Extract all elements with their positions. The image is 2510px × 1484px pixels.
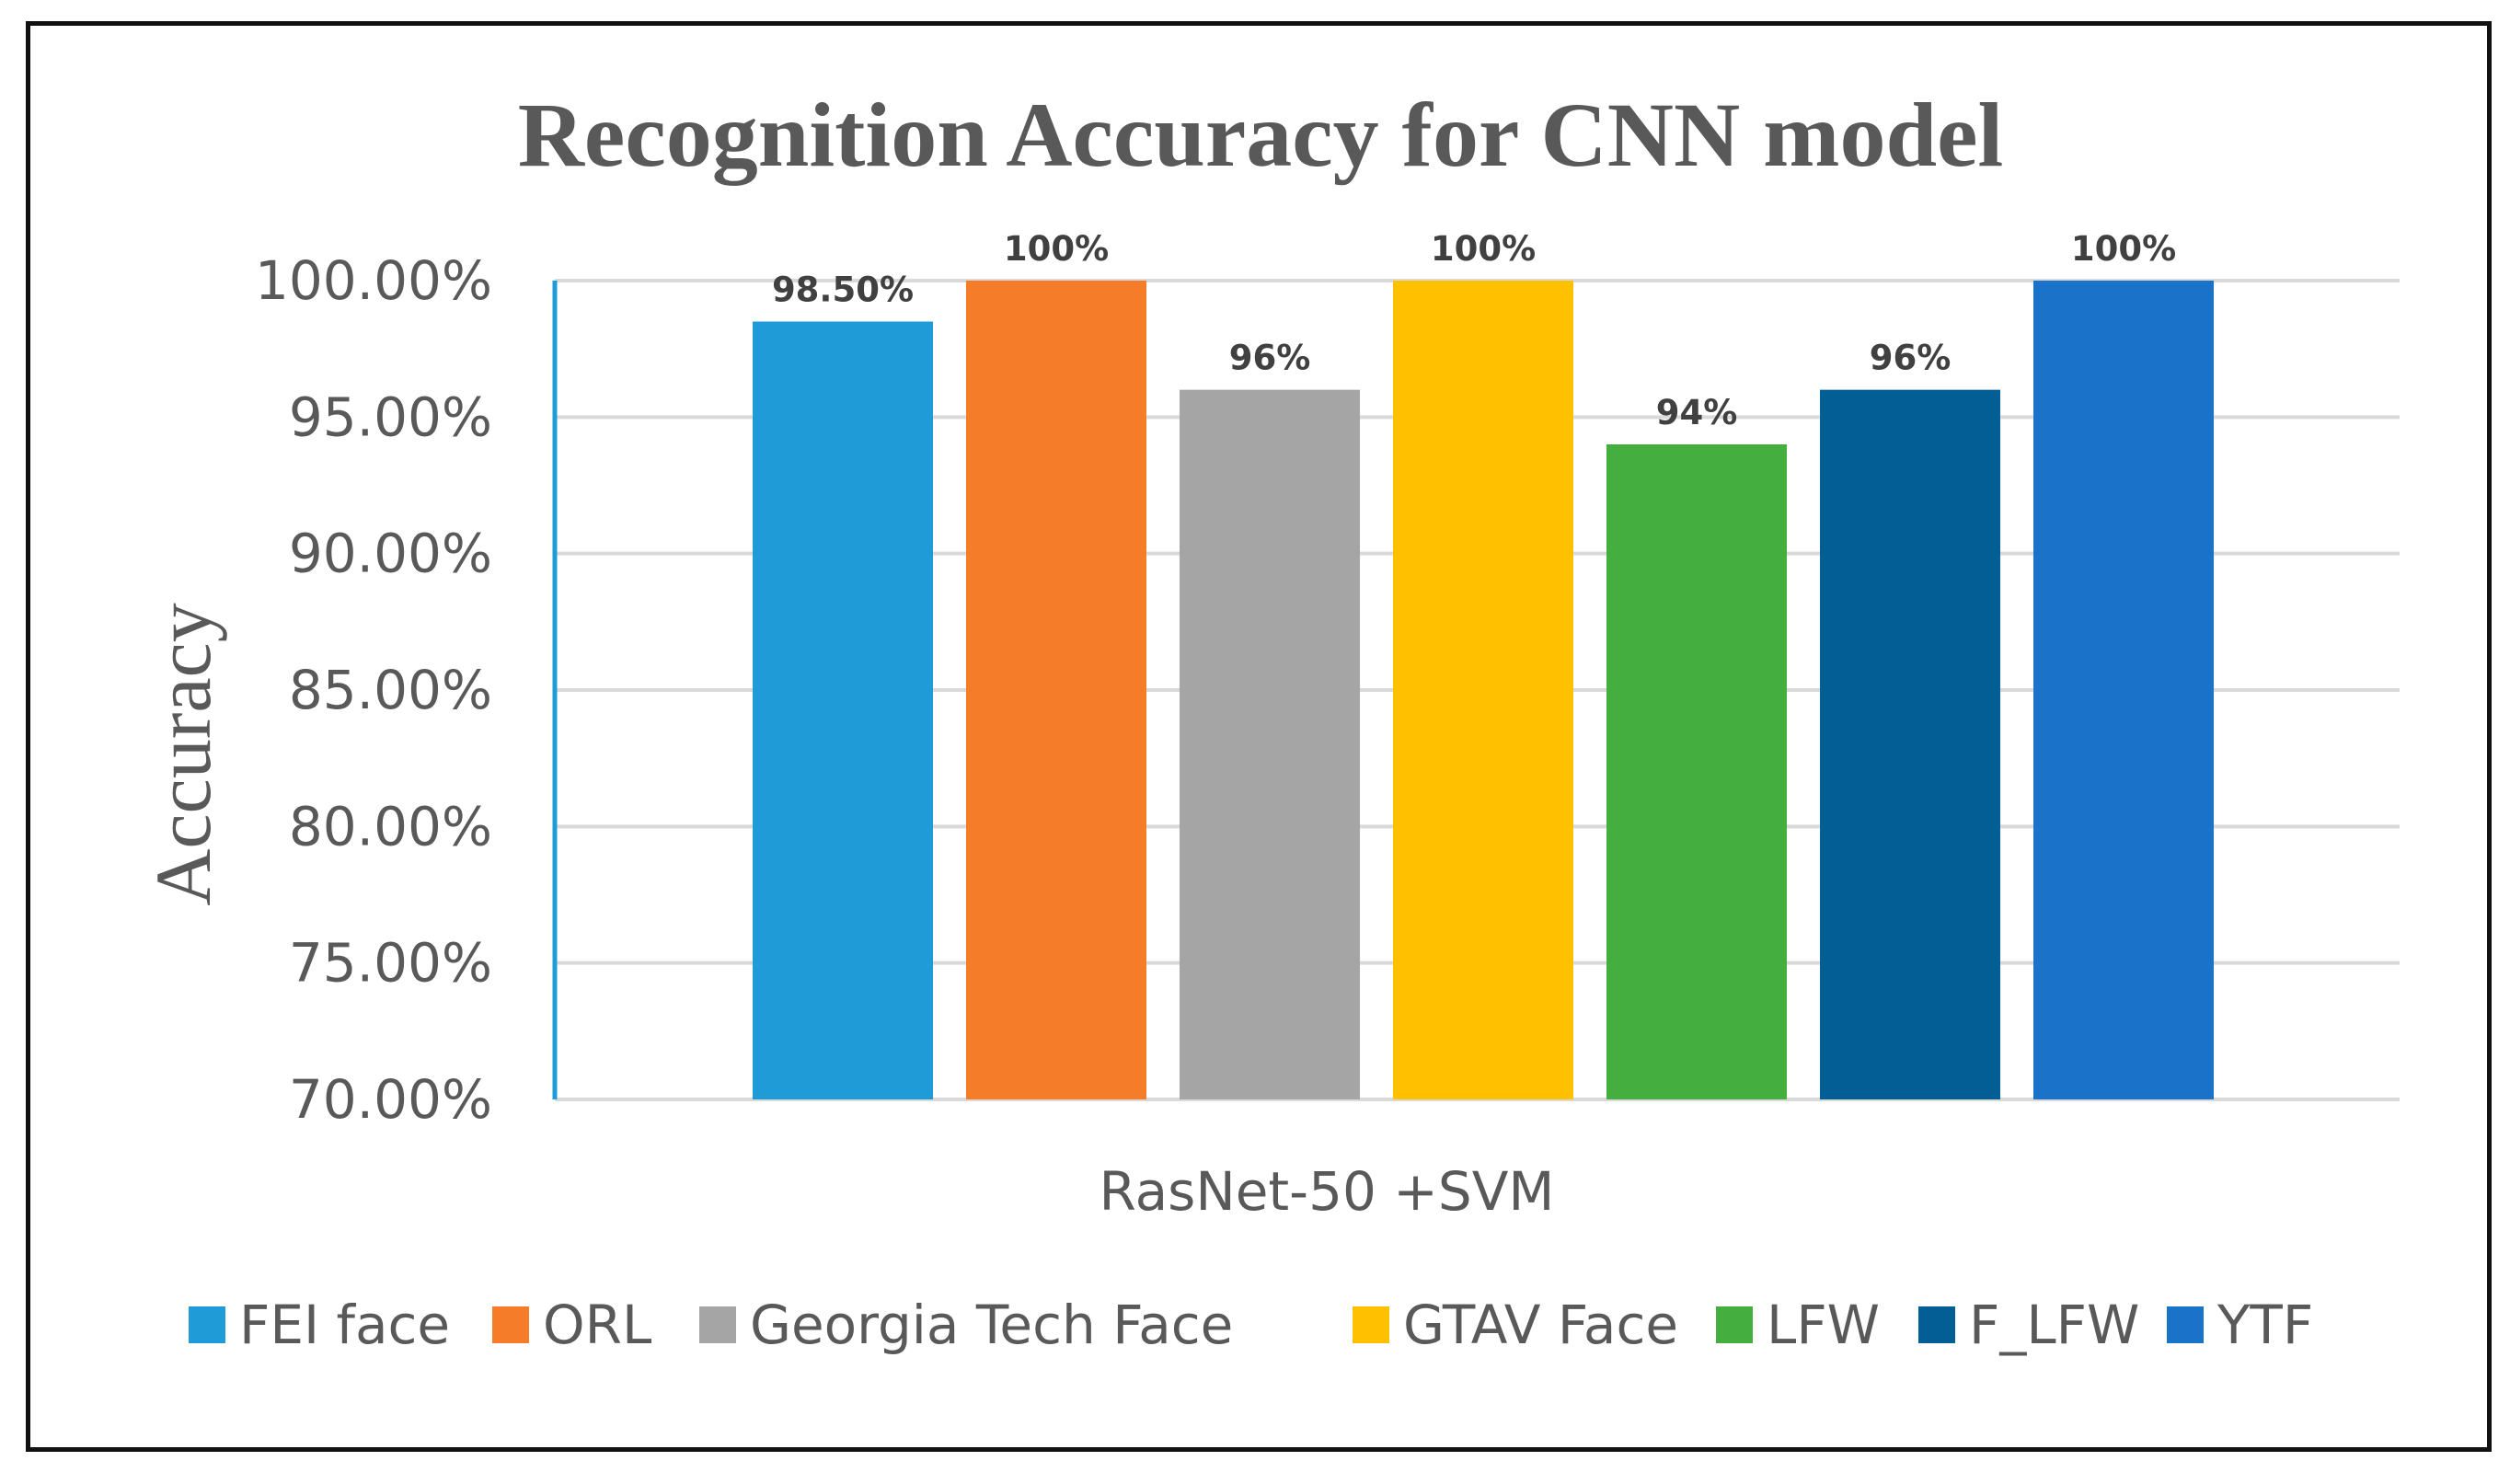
data-label: 98.50% xyxy=(772,270,914,310)
legend-swatch xyxy=(2167,1306,2204,1343)
data-label: 100% xyxy=(1004,229,1109,269)
data-labels: 98.50% 100% 96% 100% 94% 96% 100% xyxy=(772,229,2176,432)
bar-georgia-tech-face xyxy=(1180,389,1360,1100)
data-label: 96% xyxy=(1229,339,1311,378)
bar-lfw xyxy=(1606,444,1787,1099)
legend-swatch xyxy=(699,1306,736,1343)
legend-swatch xyxy=(1918,1306,1955,1343)
y-tick-label: 90.00% xyxy=(289,523,492,585)
legend: FEI face ORL Georgia Tech Face GTAV Face LFW… xyxy=(189,1294,2313,1356)
data-label: 100% xyxy=(2071,229,2176,269)
bar-gtav-face xyxy=(1393,281,1573,1099)
bars xyxy=(753,281,2214,1100)
y-axis-label: Accuracy xyxy=(139,603,227,905)
bar-fei-face xyxy=(753,321,933,1099)
legend-swatch xyxy=(189,1306,225,1343)
legend-label: ORL xyxy=(543,1294,651,1356)
x-category-label: RasNet-50 +SVM xyxy=(1100,1160,1555,1223)
legend-swatch xyxy=(1353,1306,1389,1343)
y-tick-label: 85.00% xyxy=(289,659,492,721)
bar-ytf xyxy=(2033,281,2214,1099)
y-tick-label: 100.00% xyxy=(255,249,492,312)
legend-label: LFW xyxy=(1767,1294,1880,1356)
chart-title: Recognition Accuracy for CNN model xyxy=(518,84,2004,186)
y-tick-labels: 70.00% 75.00% 80.00% 85.00% 90.00% 95.00% 100.… xyxy=(255,249,492,1131)
data-label: 94% xyxy=(1656,393,1738,432)
legend-label: Georgia Tech Face xyxy=(750,1294,1233,1356)
y-tick-label: 80.00% xyxy=(289,795,492,857)
legend-swatch xyxy=(492,1306,529,1343)
bar-orl xyxy=(966,281,1146,1099)
y-tick-label: 75.00% xyxy=(289,932,492,995)
legend-label: FEI face xyxy=(239,1294,450,1356)
y-tick-label: 95.00% xyxy=(289,385,492,448)
legend-swatch xyxy=(1716,1306,1753,1343)
y-tick-label: 70.00% xyxy=(289,1068,492,1131)
legend-label: GTAV Face xyxy=(1403,1294,1678,1356)
data-label: 100% xyxy=(1431,229,1536,269)
legend-label: F_LFW xyxy=(1969,1294,2139,1356)
legend-label: YTF xyxy=(2216,1294,2313,1356)
bar-f-lfw xyxy=(1820,389,2000,1100)
data-label: 96% xyxy=(1870,339,1952,378)
